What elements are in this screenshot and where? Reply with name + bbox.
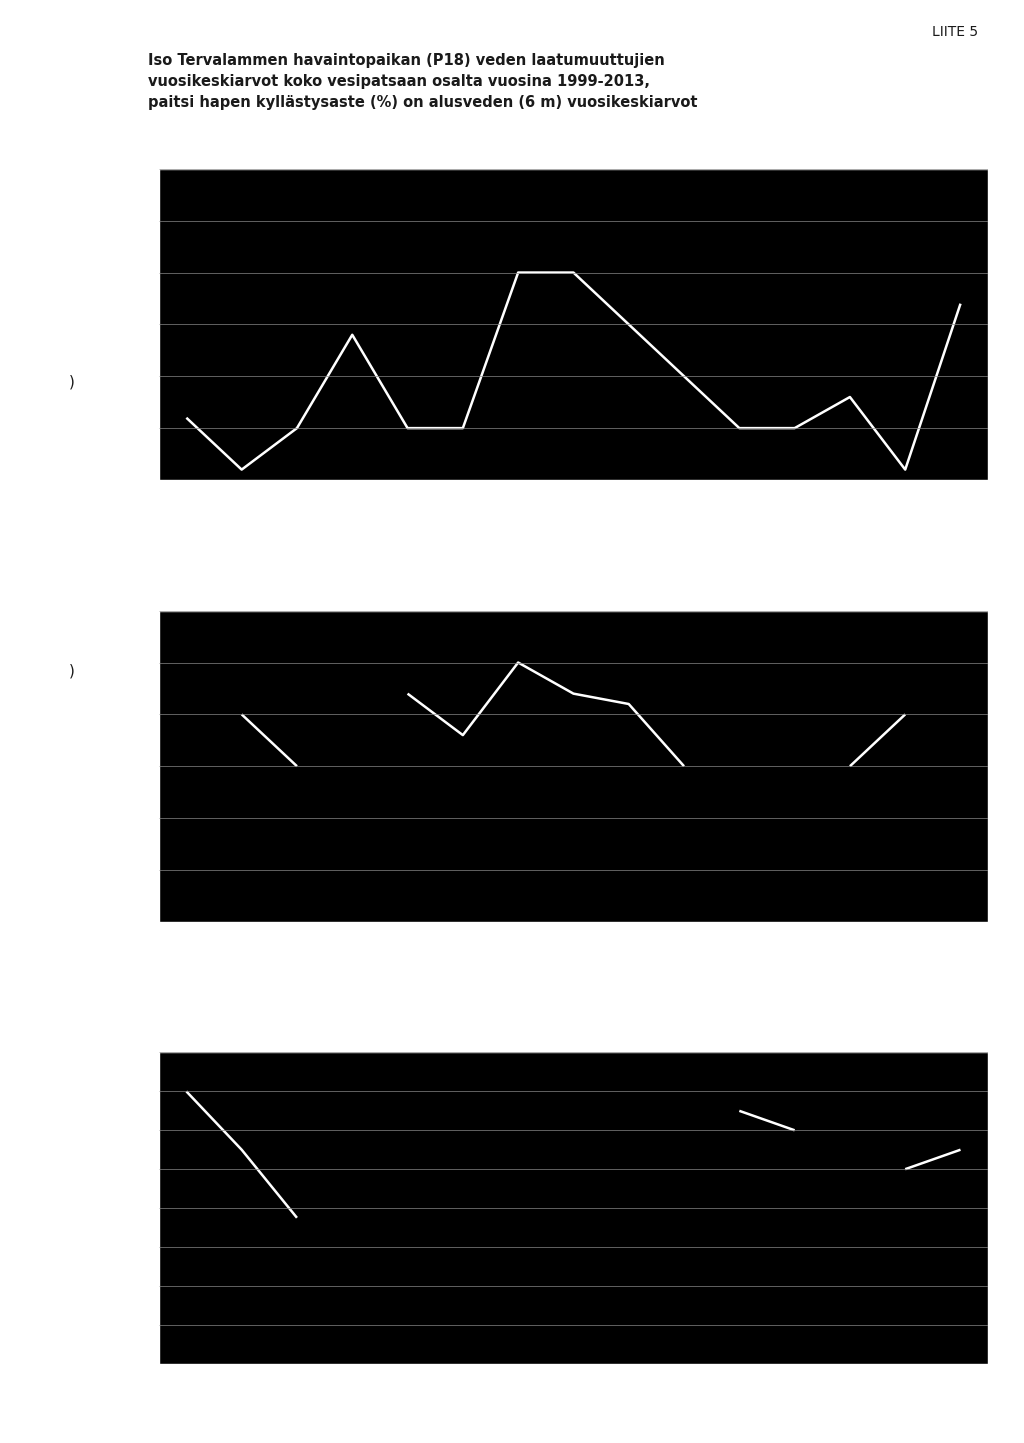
Text: ): ): [69, 664, 75, 678]
Text: ): ): [69, 375, 75, 390]
Y-axis label: mg/l: mg/l: [116, 1193, 128, 1222]
Text: LIITE 5: LIITE 5: [932, 25, 978, 39]
Title: Sameus: Sameus: [534, 586, 613, 603]
Y-axis label: O₂-%: O₂-%: [116, 307, 128, 341]
Title: Alusveden hapen kyllästysaste (%): Alusveden hapen kyllästysaste (%): [396, 144, 751, 162]
Title: Kiintoaine: Kiintoaine: [522, 1027, 625, 1045]
Text: Iso Tervalammen havaintopaikan (P18) veden laatumuuttujien
vuosikeskiarvot koko : Iso Tervalammen havaintopaikan (P18) ved…: [148, 53, 698, 111]
Y-axis label: FTU: FTU: [116, 753, 128, 779]
